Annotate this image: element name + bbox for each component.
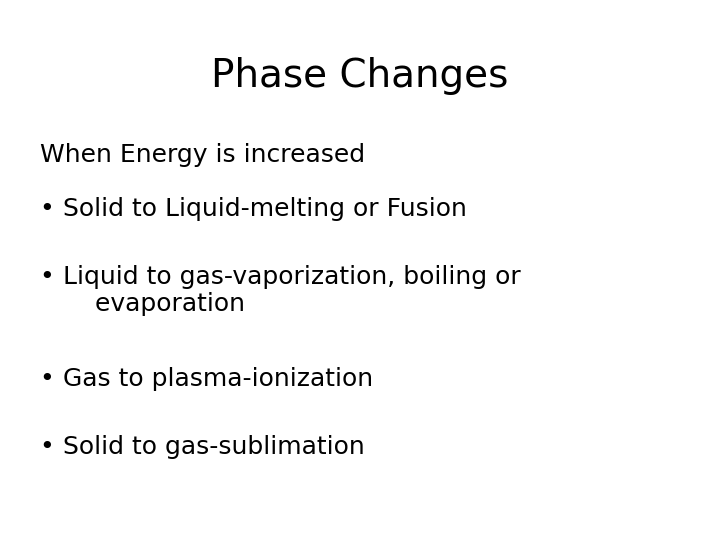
Text: Solid to gas-sublimation: Solid to gas-sublimation xyxy=(63,435,365,458)
Text: When Energy is increased: When Energy is increased xyxy=(40,143,365,167)
Text: •: • xyxy=(40,265,54,288)
Text: Liquid to gas-vaporization, boiling or
    evaporation: Liquid to gas-vaporization, boiling or e… xyxy=(63,265,521,316)
Text: Solid to Liquid-melting or Fusion: Solid to Liquid-melting or Fusion xyxy=(63,197,467,221)
Text: Phase Changes: Phase Changes xyxy=(211,57,509,94)
Text: Gas to plasma-ionization: Gas to plasma-ionization xyxy=(63,367,374,391)
Text: •: • xyxy=(40,367,54,391)
Text: •: • xyxy=(40,435,54,458)
Text: •: • xyxy=(40,197,54,221)
